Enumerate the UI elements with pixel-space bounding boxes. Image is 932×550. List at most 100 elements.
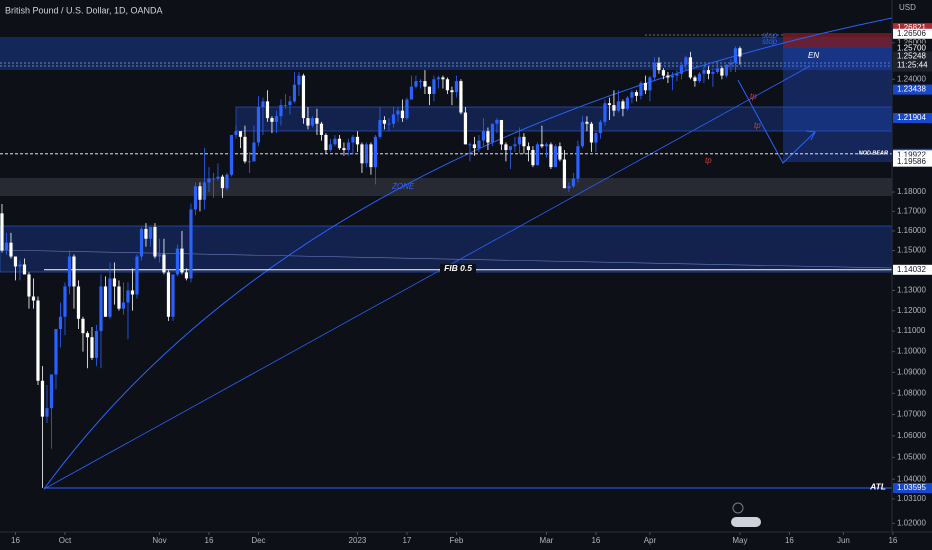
candle-body: [441, 77, 445, 80]
candle-body: [265, 101, 270, 119]
candle-body: [184, 272, 189, 279]
candle-body: [198, 186, 202, 200]
y-tick-label: 1.06000: [897, 431, 926, 440]
candle-body: [337, 138, 342, 149]
candle-body: [495, 119, 499, 124]
candle-body: [652, 62, 657, 78]
candle-body: [40, 380, 45, 417]
y-tick-label: 1.17000: [897, 206, 926, 215]
candle-body: [382, 119, 387, 124]
candle-body: [180, 248, 184, 273]
candle-body: [405, 99, 409, 119]
candle-body: [481, 131, 486, 141]
candle-body: [553, 146, 558, 168]
candle-body: [571, 178, 576, 187]
candle-body: [274, 116, 279, 122]
candle-body: [711, 71, 715, 74]
candle-body: [733, 48, 738, 63]
candle-body: [463, 112, 468, 145]
price-label-bg: [893, 156, 932, 167]
candle-body: [333, 138, 337, 145]
candle-body: [193, 186, 198, 210]
candle-body: [688, 57, 693, 78]
candle-body: [526, 146, 531, 151]
candle-body: [400, 110, 405, 119]
candle-body: [297, 75, 301, 85]
candle-body: [36, 300, 40, 381]
candle-body: [4, 242, 9, 251]
candle-body: [670, 75, 675, 78]
level-label: FIB 0.5: [444, 263, 472, 273]
candle-body: [157, 254, 162, 257]
candle-body: [535, 144, 540, 166]
candle-body: [117, 286, 121, 309]
candle-body: [162, 254, 166, 273]
price-label-bg: [893, 113, 932, 124]
y-tick-label: 1.11000: [897, 326, 926, 335]
y-tick-label: 1.18000: [897, 187, 926, 196]
price-label-bg: [893, 43, 932, 54]
candle-body: [409, 86, 414, 100]
y-tick-label: 1.02000: [897, 518, 926, 527]
candle-body: [378, 119, 382, 137]
y-tick-label: 1.26000: [897, 38, 926, 47]
tp-label: tp: [750, 92, 757, 101]
x-tick-label: Nov: [152, 536, 166, 545]
candle-body: [324, 134, 328, 151]
candle-body: [387, 123, 391, 125]
x-tick-label: May: [732, 536, 747, 545]
candle-body: [130, 290, 135, 295]
candle-body: [643, 82, 648, 91]
candle-body: [346, 142, 351, 151]
x-tick-label: Dec: [251, 536, 265, 545]
candle-body: [616, 101, 621, 111]
candle-body: [432, 79, 436, 94]
candle-body: [558, 146, 562, 160]
y-tick-label: 1.08000: [897, 388, 926, 397]
x-tick-label: Feb: [450, 536, 464, 545]
candle-body: [81, 318, 85, 334]
candle-body: [472, 144, 477, 149]
candle-body: [310, 118, 315, 126]
candle-body: [706, 70, 711, 74]
candle-body: [391, 114, 396, 124]
candle-body: [45, 408, 49, 417]
price-label-bg: [893, 84, 932, 95]
candle-body: [661, 70, 666, 76]
tp-label: tp: [754, 121, 761, 130]
price-label: 1.03595: [897, 483, 926, 492]
candle-body: [625, 97, 630, 109]
candle-body: [18, 264, 22, 267]
candle-body: [189, 209, 193, 279]
x-tick-label: Jun: [837, 536, 850, 545]
candle-body: [216, 176, 220, 179]
candle-body: [342, 148, 346, 151]
tp-label: tp: [705, 156, 712, 165]
candle-body: [301, 75, 306, 119]
candle-body: [153, 226, 157, 257]
candle-body: [544, 144, 549, 147]
candle-body: [724, 64, 729, 76]
candle-body: [175, 248, 180, 275]
price-time: 11:25:44: [897, 61, 928, 70]
candle-body: [621, 101, 625, 109]
candle-body: [108, 278, 112, 317]
icon: [732, 502, 744, 514]
chart-title: British Pound / U.S. Dollar, 1D, OANDA: [5, 5, 163, 15]
candle-body: [549, 144, 553, 168]
y-tick-label: 1.09000: [897, 368, 926, 377]
x-tick-label: 17: [402, 536, 411, 545]
candle-body: [22, 264, 27, 275]
candle-body: [144, 228, 148, 239]
candle-body: [720, 68, 724, 76]
candle-body: [580, 121, 585, 147]
candle-body: [450, 90, 454, 93]
x-tick-label: 16: [205, 536, 214, 545]
candle-body: [364, 144, 369, 164]
candle-body: [486, 131, 490, 143]
top-zone: [0, 37, 892, 70]
candle-body: [13, 256, 18, 267]
candle-body: [319, 123, 324, 135]
candle-body: [355, 136, 360, 145]
candle-body: [283, 105, 288, 106]
